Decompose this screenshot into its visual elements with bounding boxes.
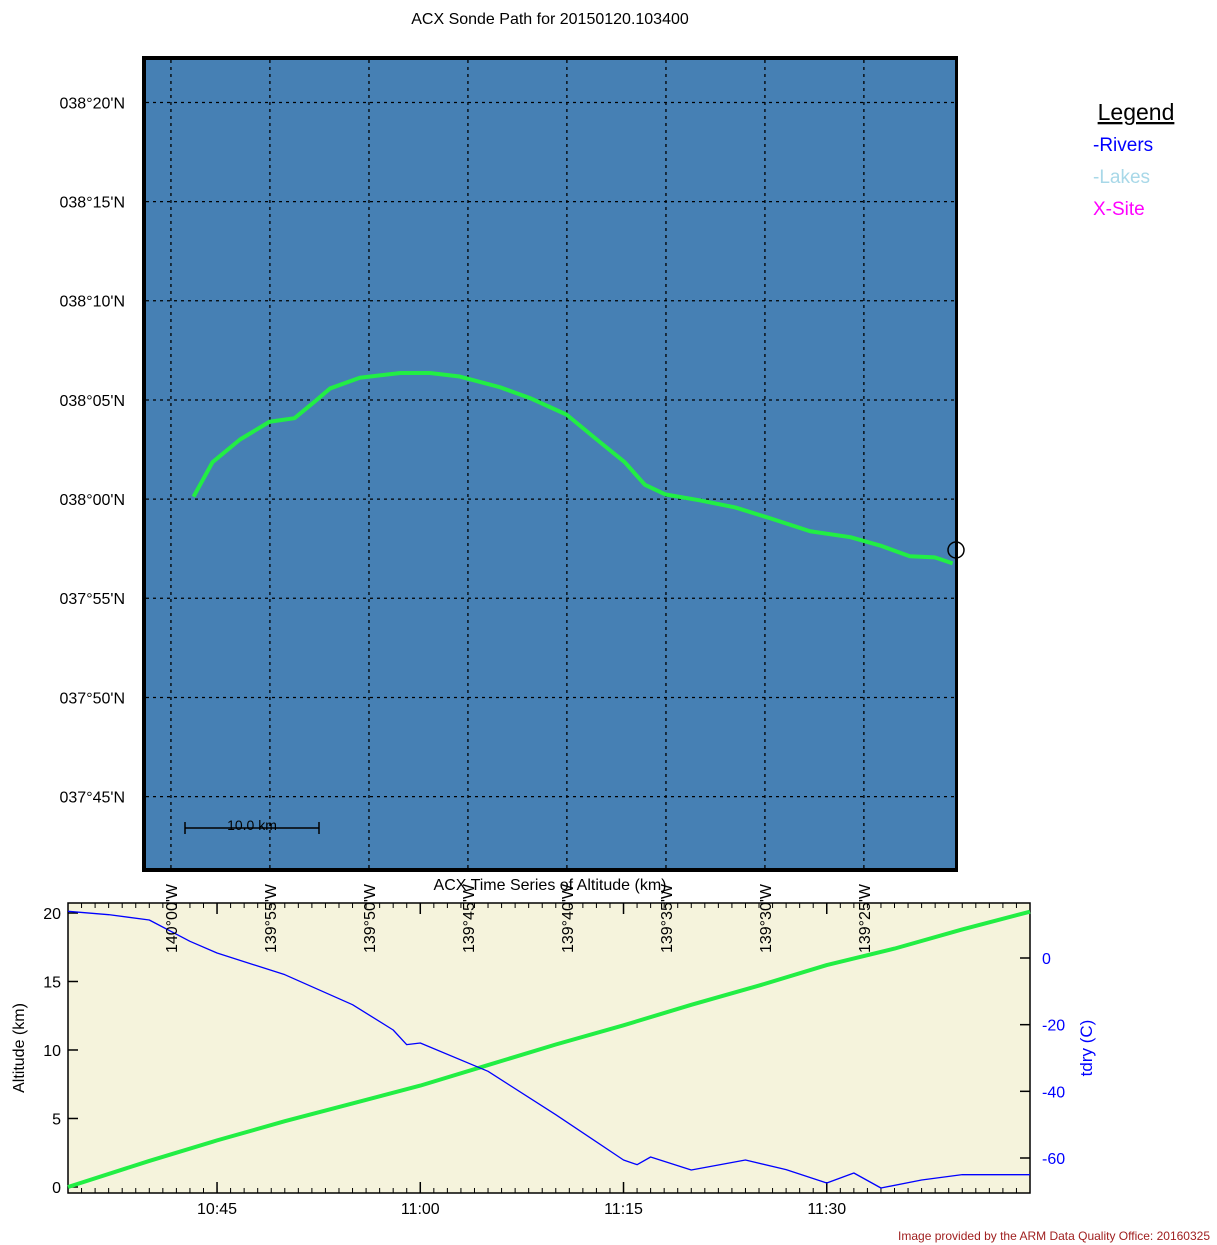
y-tick-label: 15 bbox=[43, 974, 61, 991]
y-tick-label: 038°05'N bbox=[60, 393, 126, 410]
y-tick-label: 037°55'N bbox=[60, 591, 126, 608]
map: ACX Sonde Path for 20150120.103400 038°20… bbox=[60, 11, 965, 953]
x-tick-label: 11:00 bbox=[401, 1201, 440, 1218]
ts-title: ACX Time Series of Altitude (km) bbox=[434, 877, 667, 894]
scale-label: 10.0 km bbox=[227, 817, 277, 833]
x-tick-label: 139°40'W bbox=[560, 883, 577, 953]
legend-item: X-Site bbox=[1093, 199, 1145, 220]
y2-tick-label: -40 bbox=[1042, 1084, 1065, 1101]
x-tick-label: 139°50'W bbox=[362, 883, 379, 953]
x-tick-label: 140°00'W bbox=[164, 883, 181, 953]
legend-title: Legend bbox=[1098, 99, 1175, 125]
x-tick-label: 10:45 bbox=[197, 1201, 237, 1218]
x-tick-label: 11:30 bbox=[807, 1201, 846, 1218]
map-title: ACX Sonde Path for 20150120.103400 bbox=[411, 11, 689, 28]
time-series: ACX Time Series of Altitude (km) Altitude… bbox=[11, 877, 1096, 1218]
y-tick-label: 038°10'N bbox=[60, 294, 126, 311]
y-tick-label: 037°45'N bbox=[60, 790, 126, 807]
map-background bbox=[146, 60, 955, 868]
x-tick-label: 139°30'W bbox=[758, 883, 775, 953]
x-tick-label: 139°55'W bbox=[263, 883, 280, 953]
y-tick-label: 038°00'N bbox=[60, 492, 126, 509]
scale-bar bbox=[184, 822, 320, 834]
y-tick-label: 0 bbox=[52, 1180, 61, 1197]
x-tick-label: 139°35'W bbox=[659, 883, 676, 953]
sonde-path bbox=[191, 370, 954, 566]
footer: Image provided by the ARM Data Quality O… bbox=[898, 1229, 1210, 1243]
tdry-line bbox=[67, 910, 1030, 1189]
x-tick-label: 139°45'W bbox=[461, 883, 478, 953]
y2-axis-label: tdry (C) bbox=[1077, 1020, 1096, 1077]
x-tick-label: 11:15 bbox=[604, 1201, 643, 1218]
y-tick-label: 5 bbox=[52, 1111, 61, 1128]
y-tick-label: 038°20'N bbox=[60, 95, 126, 112]
legend-item: -Lakes bbox=[1093, 167, 1150, 188]
y-axis-label: Altitude (km) bbox=[11, 1003, 28, 1093]
y-tick-label: 037°50'N bbox=[60, 690, 126, 707]
site-marker bbox=[947, 541, 965, 559]
legend-item: -Rivers bbox=[1093, 135, 1153, 156]
y2-tick-label: 0 bbox=[1042, 951, 1051, 968]
y-tick-label: 20 bbox=[43, 906, 61, 923]
y2-tick-label: -20 bbox=[1042, 1018, 1065, 1035]
y-tick-label: 038°15'N bbox=[60, 195, 126, 212]
y2-tick-label: -60 bbox=[1042, 1151, 1065, 1168]
altitude-line bbox=[67, 909, 1031, 1189]
x-tick-label: 139°25'W bbox=[857, 883, 874, 953]
y-tick-label: 10 bbox=[43, 1043, 61, 1060]
